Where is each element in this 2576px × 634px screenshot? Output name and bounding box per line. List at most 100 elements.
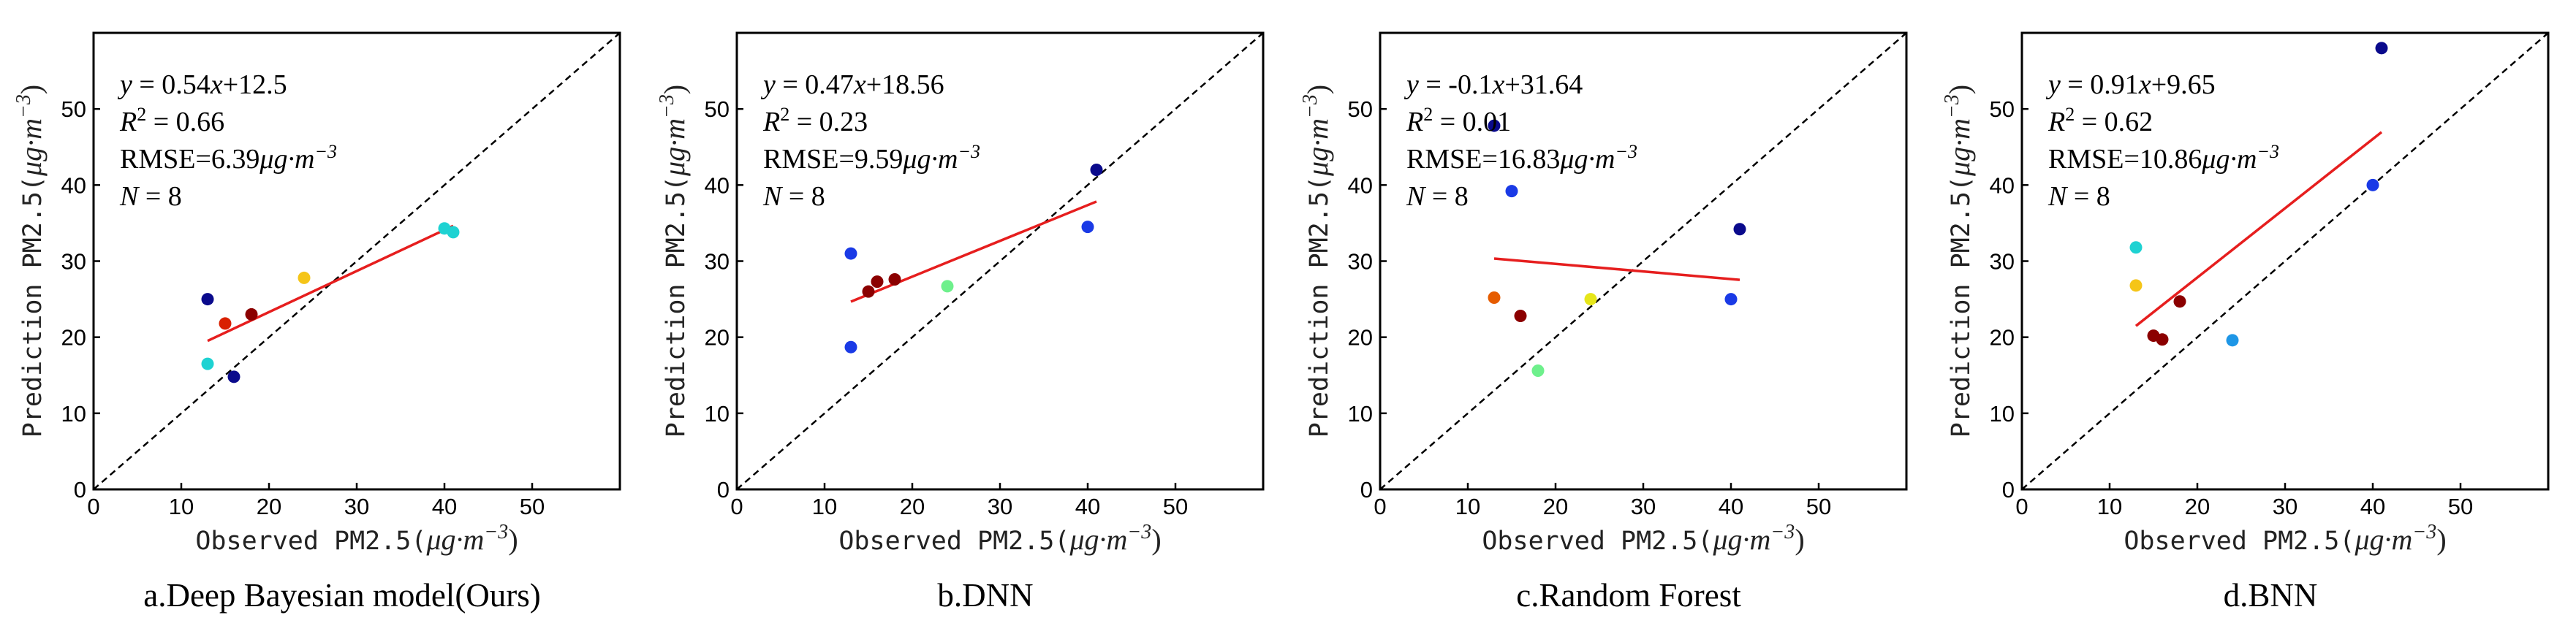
data-point xyxy=(1488,119,1501,132)
data-point xyxy=(1081,221,1094,234)
x-tick-label: 0 xyxy=(87,494,99,519)
x-tick-label: 0 xyxy=(1374,494,1386,519)
y-tick-label: 30 xyxy=(1348,249,1373,275)
data-point xyxy=(862,285,875,298)
equation-annotation: y = -0.1x+31.64 xyxy=(1403,69,1583,100)
data-point xyxy=(871,275,884,289)
n-annotation: N = 8 xyxy=(119,181,182,212)
x-tick-label: 20 xyxy=(257,494,281,519)
data-point xyxy=(298,271,311,284)
data-point xyxy=(2375,42,2388,55)
y-tick-label: 20 xyxy=(61,325,86,351)
x-tick-label: 50 xyxy=(1163,494,1188,519)
regression-line xyxy=(207,224,454,343)
x-axis-title: Observed PM2.5(μg·m−3) xyxy=(195,521,518,557)
identity-line xyxy=(1379,32,1907,490)
data-point xyxy=(2156,333,2169,346)
panel-c: 0 10 20 30 40 50 0 10 20 30 40 50 y = -0.1x+31.64 R2 … xyxy=(1299,31,1908,614)
y-tick-label: 50 xyxy=(1990,96,2015,122)
y-tick-label: 40 xyxy=(61,172,86,198)
y-axis-title: Prediction PM2.5(μg·m−3) xyxy=(656,85,692,438)
x-tick-label: 30 xyxy=(344,494,369,519)
x-axis-title: Observed PM2.5(μg·m−3) xyxy=(2124,521,2446,557)
x-tick-label: 20 xyxy=(900,494,925,519)
regression-line xyxy=(1493,257,1740,281)
y-tick-label: 10 xyxy=(1348,401,1373,427)
data-point xyxy=(844,340,857,354)
equation-annotation: y = 0.47x+18.56 xyxy=(760,69,944,100)
x-tick-label: 50 xyxy=(520,494,545,519)
x-tick-label: 30 xyxy=(2273,494,2297,519)
r2-annotation: R2 = 0.23 xyxy=(762,104,868,138)
identity-line xyxy=(93,32,621,490)
rmse-annotation: RMSE=16.83μg·m−3 xyxy=(1406,141,1637,175)
rmse-annotation: RMSE=10.86μg·m−3 xyxy=(2048,141,2279,175)
x-tick-label: 20 xyxy=(2185,494,2210,519)
x-tick-label: 10 xyxy=(812,494,837,519)
regression-line xyxy=(2134,131,2383,327)
x-tick-label: 20 xyxy=(1543,494,1568,519)
equation-annotation: y = 0.91x+9.65 xyxy=(2045,69,2216,100)
data-point xyxy=(1531,364,1545,377)
panel-caption: d.BNN xyxy=(2224,577,2318,614)
y-tick-label: 40 xyxy=(1348,172,1373,198)
r2-annotation: R2 = 0.62 xyxy=(2047,104,2153,138)
x-tick-label: 10 xyxy=(2097,494,2122,519)
rmse-annotation: RMSE=9.59μg·m−3 xyxy=(763,141,980,175)
data-point xyxy=(1090,164,1103,176)
data-point xyxy=(227,370,240,383)
n-annotation: N = 8 xyxy=(1406,181,1469,212)
data-point xyxy=(1724,293,1738,306)
y-axis-title: Prediction PM2.5(μg·m−3) xyxy=(12,85,48,438)
data-point xyxy=(844,247,857,260)
y-tick-label: 30 xyxy=(61,249,86,275)
y-tick-label: 0 xyxy=(2002,477,2015,503)
x-axis-title: Observed PM2.5(μg·m−3) xyxy=(838,521,1161,557)
data-point xyxy=(2129,279,2143,292)
x-tick-label: 30 xyxy=(1631,494,1656,519)
y-tick-label: 20 xyxy=(1348,325,1373,351)
y-tick-label: 50 xyxy=(61,96,86,122)
data-point xyxy=(1514,310,1527,322)
panel-d: 0 10 20 30 40 50 0 10 20 30 40 50 y = 0.91x+9.65 R2 =… xyxy=(1941,31,2550,614)
equation-annotation: y = 0.54x+12.5 xyxy=(117,69,287,100)
y-tick-label: 0 xyxy=(1360,477,1373,503)
data-point xyxy=(1505,185,1518,198)
x-tick-label: 50 xyxy=(2448,494,2473,519)
data-point xyxy=(447,226,460,239)
panel-a: 0 10 20 30 40 50 0 10 20 30 40 50 y = 0.54x+12.5 R2 =… xyxy=(12,31,621,614)
data-point xyxy=(2129,241,2143,254)
data-point xyxy=(201,357,214,370)
x-tick-label: 50 xyxy=(1806,494,1831,519)
x-tick-label: 30 xyxy=(988,494,1012,519)
y-tick-label: 10 xyxy=(1990,401,2015,427)
x-tick-label: 40 xyxy=(1719,494,1743,519)
x-axis-title: Observed PM2.5(μg·m−3) xyxy=(1482,521,1804,557)
panel-b: 0 10 20 30 40 50 0 10 20 30 40 50 y = 0.47x+18.56 R2 … xyxy=(656,31,1265,614)
n-annotation: N = 8 xyxy=(762,181,825,212)
data-point xyxy=(1584,293,1597,306)
data-point xyxy=(941,280,954,293)
x-tick-label: 10 xyxy=(1455,494,1480,519)
y-tick-label: 0 xyxy=(717,477,730,503)
y-tick-label: 0 xyxy=(74,477,86,503)
identity-line xyxy=(736,32,1264,490)
y-tick-label: 50 xyxy=(1348,96,1373,122)
y-tick-label: 40 xyxy=(1990,172,2015,198)
panel-caption: b.DNN xyxy=(937,577,1033,614)
x-tick-label: 0 xyxy=(2015,494,2028,519)
regression-line xyxy=(850,200,1097,303)
y-tick-label: 30 xyxy=(705,249,730,275)
x-tick-label: 40 xyxy=(1075,494,1100,519)
data-point xyxy=(1733,223,1746,236)
x-tick-label: 0 xyxy=(730,494,743,519)
data-point xyxy=(1488,291,1501,304)
data-point xyxy=(2366,178,2379,191)
y-tick-label: 10 xyxy=(705,401,730,427)
data-point xyxy=(219,317,232,330)
y-tick-label: 50 xyxy=(705,96,730,122)
y-axis-title: Prediction PM2.5(μg·m−3) xyxy=(1941,85,1977,438)
rmse-annotation: RMSE=6.39μg·m−3 xyxy=(120,141,337,175)
data-point xyxy=(2226,334,2239,347)
